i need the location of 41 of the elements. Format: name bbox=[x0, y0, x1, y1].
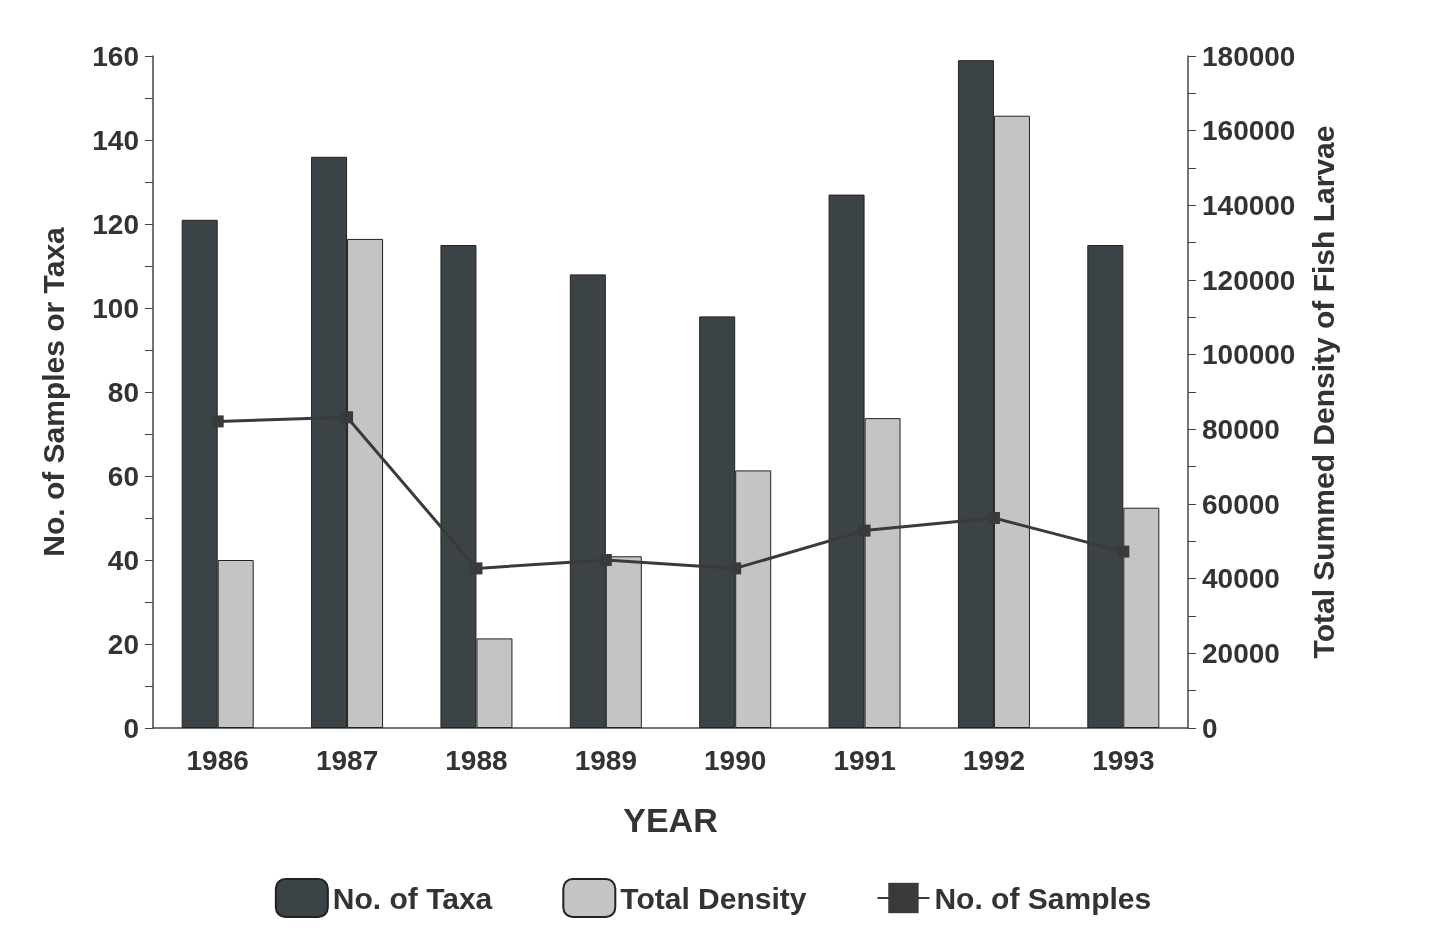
legend-label: No. of Samples bbox=[934, 881, 1152, 915]
point bbox=[211, 415, 224, 428]
y-tick-label: 60 bbox=[107, 460, 139, 492]
y-tick-label: 40 bbox=[107, 544, 139, 576]
y-tick-label: 0 bbox=[123, 712, 139, 744]
point bbox=[1117, 545, 1130, 558]
point bbox=[599, 554, 612, 566]
x-tick-label: 1988 bbox=[445, 744, 508, 776]
y2-tick-label: 60000 bbox=[1202, 488, 1280, 520]
x-tick-label: 1993 bbox=[1092, 744, 1155, 776]
point bbox=[341, 411, 354, 424]
y2-tick-label: 120000 bbox=[1202, 264, 1296, 296]
y-tick-label: 80 bbox=[107, 376, 139, 408]
y2-tick-label: 0 bbox=[1202, 712, 1218, 744]
y2-axis-title: Total Summed Density of Fish Larvae bbox=[1306, 125, 1340, 659]
y2-tick-label: 100000 bbox=[1202, 339, 1296, 371]
x-axis-title: YEAR bbox=[623, 801, 718, 839]
legend-label: Total Density bbox=[620, 881, 807, 915]
x-tick-label: 1992 bbox=[962, 744, 1026, 776]
y2-tick-label: 20000 bbox=[1202, 637, 1280, 669]
y-tick-label: 140 bbox=[92, 124, 139, 156]
y-tick-label: 160 bbox=[92, 40, 139, 72]
y-tick-label: 100 bbox=[92, 292, 139, 324]
x-tick-label: 1989 bbox=[574, 744, 637, 776]
y-tick-label: 120 bbox=[92, 208, 139, 240]
point bbox=[858, 524, 871, 537]
y2-tick-label: 160000 bbox=[1202, 115, 1296, 147]
point bbox=[470, 562, 483, 575]
y-tick-label: 20 bbox=[107, 628, 139, 660]
x-tick-label: 1987 bbox=[315, 744, 379, 776]
y2-tick-label: 140000 bbox=[1202, 189, 1296, 221]
y-axis-title: No. of Samples or Taxa bbox=[36, 226, 70, 557]
x-tick-label: 1991 bbox=[833, 744, 896, 776]
y2-tick-label: 80000 bbox=[1202, 413, 1280, 445]
point bbox=[987, 512, 1000, 524]
y2-tick-label: 180000 bbox=[1202, 40, 1296, 72]
x-tick-label: 1986 bbox=[186, 744, 249, 776]
y2-tick-label: 40000 bbox=[1202, 563, 1280, 595]
point bbox=[729, 562, 742, 575]
x-tick-label: 1990 bbox=[704, 744, 767, 776]
legend-label: No. of Taxa bbox=[332, 881, 493, 915]
